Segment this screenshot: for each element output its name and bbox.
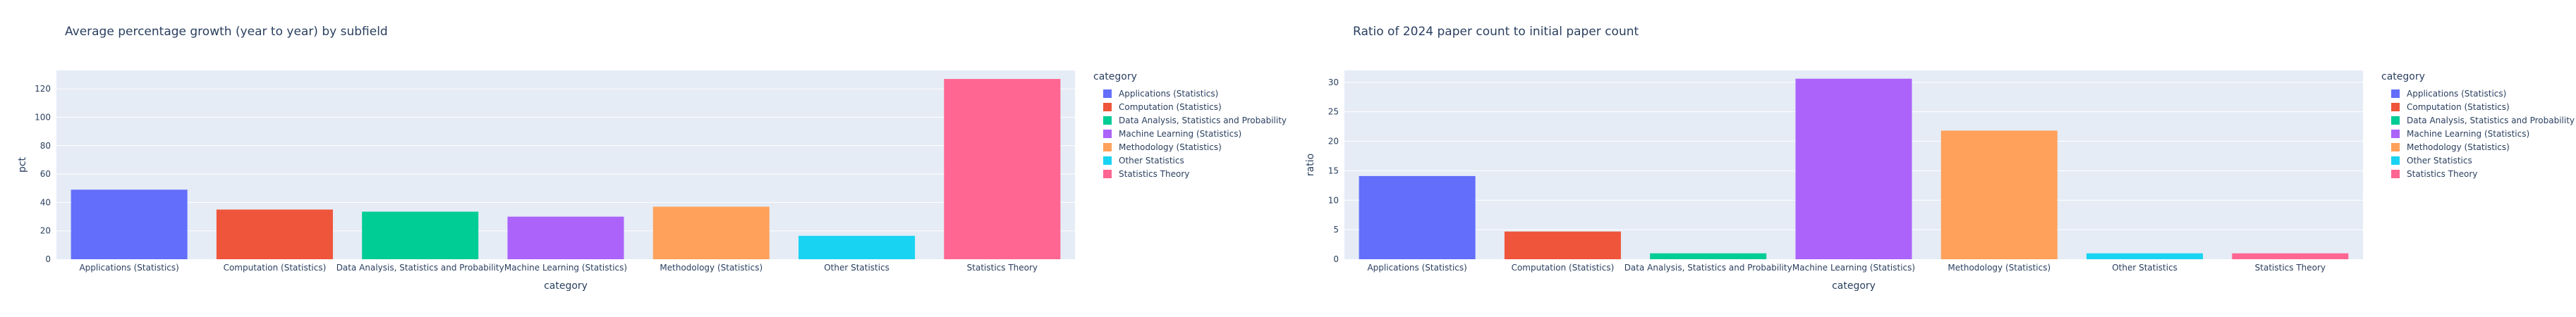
bar[interactable] [652,206,770,259]
chart-title: Average percentage growth (year to year)… [65,25,388,39]
legend-label: Statistics Theory [1119,169,1189,179]
legend-item[interactable]: Statistics Theory [2391,169,2477,179]
bar[interactable] [71,189,188,259]
bar[interactable] [1940,130,2058,259]
chart-2: Ratio of 2024 paper count to initial pap… [1305,25,2575,292]
y-tick-label: 20 [40,226,51,236]
legend-swatch [1103,156,1112,165]
x-tick-label: Statistics Theory [2255,263,2326,273]
legend-label: Machine Learning (Statistics) [2407,129,2529,139]
legend-label: Machine Learning (Statistics) [1119,129,1241,139]
legend-label: Methodology (Statistics) [1119,142,1222,152]
y-tick-label: 0 [45,254,51,264]
legend-label: Data Analysis, Statistics and Probabilit… [2407,116,2575,125]
legend-swatch [1103,143,1112,151]
legend-item[interactable]: Data Analysis, Statistics and Probabilit… [2391,116,2575,125]
y-tick-label: 120 [35,84,51,94]
legend-swatch [1103,89,1112,98]
legend-label: Other Statistics [1119,156,1184,166]
y-axis-title: ratio [1305,154,1316,176]
y-tick-label: 60 [40,169,51,179]
legend-label: Methodology (Statistics) [2407,142,2510,152]
x-tick-label: Computation (Statistics) [1512,263,1615,273]
y-tick-label: 30 [1328,77,1339,87]
bar[interactable] [216,209,333,259]
chart-title: Ratio of 2024 paper count to initial pap… [1353,25,1639,39]
legend-item[interactable]: Methodology (Statistics) [2391,142,2510,152]
x-tick-label: Data Analysis, Statistics and Probabilit… [336,263,504,273]
legend-item[interactable]: Computation (Statistics) [2391,102,2510,112]
legend-item[interactable]: Machine Learning (Statistics) [2391,129,2529,139]
legend-item[interactable]: Data Analysis, Statistics and Probabilit… [1103,116,1287,125]
legend-swatch [1103,103,1112,111]
legend-swatch [2391,143,2400,151]
legend-title: category [2381,71,2425,82]
y-tick-label: 40 [40,197,51,207]
legend-label: Data Analysis, Statistics and Probabilit… [1119,116,1287,125]
legend-swatch [2391,130,2400,138]
legend-label: Computation (Statistics) [2407,102,2510,112]
bar[interactable] [1504,231,1621,259]
x-tick-label: Statistics Theory [967,263,1038,273]
x-tick-label: Applications (Statistics) [1367,263,1466,273]
x-axis-title: category [544,280,588,292]
legend-label: Other Statistics [2407,156,2472,166]
y-tick-label: 25 [1328,107,1339,117]
x-axis-title: category [1832,280,1876,292]
y-tick-label: 20 [1328,137,1339,147]
legend-title: category [1093,71,1137,82]
x-tick-label: Methodology (Statistics) [660,263,763,273]
legend-item[interactable]: Applications (Statistics) [1103,89,1218,99]
bar[interactable] [2232,253,2349,259]
y-tick-label: 0 [1333,254,1339,264]
bar[interactable] [1795,78,1912,259]
legend-swatch [2391,103,2400,111]
legend-swatch [1103,116,1112,125]
legend-swatch [2391,156,2400,165]
legend-item[interactable]: Other Statistics [2391,156,2472,166]
legend-item[interactable]: Methodology (Statistics) [1103,142,1222,152]
legend-swatch [2391,89,2400,98]
y-axis-title: pct [17,156,28,173]
bar[interactable] [1359,175,1476,259]
x-tick-label: Machine Learning (Statistics) [504,263,627,273]
x-tick-label: Machine Learning (Statistics) [1792,263,1915,273]
y-tick-label: 15 [1328,166,1339,175]
legend-item[interactable]: Applications (Statistics) [2391,89,2506,99]
legend-item[interactable]: Statistics Theory [1103,169,1189,179]
bar[interactable] [362,211,479,259]
bar[interactable] [1650,253,1767,259]
legend-label: Statistics Theory [2407,169,2477,179]
x-tick-label: Data Analysis, Statistics and Probabilit… [1624,263,1792,273]
legend-item[interactable]: Computation (Statistics) [1103,102,1222,112]
x-tick-label: Computation (Statistics) [224,263,327,273]
x-tick-label: Methodology (Statistics) [1948,263,2051,273]
legend-label: Applications (Statistics) [2407,89,2506,99]
legend-swatch [1103,170,1112,178]
legend-label: Computation (Statistics) [1119,102,1222,112]
y-tick-label: 80 [40,141,51,151]
y-tick-label: 10 [1328,195,1339,205]
x-tick-label: Applications (Statistics) [79,263,178,273]
x-tick-label: Other Statistics [2112,263,2177,273]
bar[interactable] [507,216,624,259]
bar[interactable] [944,79,1061,259]
legend-swatch [2391,116,2400,125]
bar[interactable] [2086,253,2204,259]
y-tick-label: 100 [35,112,51,122]
legend-item[interactable]: Other Statistics [1103,156,1184,166]
legend: category Applications (Statistics) Computa… [1093,71,1287,179]
legend: category Applications (Statistics) Computa… [2381,71,2575,179]
legend-item[interactable]: Machine Learning (Statistics) [1103,129,1241,139]
x-tick-label: Other Statistics [824,263,889,273]
chart-1: Average percentage growth (year to year)… [17,25,1287,292]
legend-swatch [1103,130,1112,138]
bar[interactable] [798,235,916,259]
legend-label: Applications (Statistics) [1119,89,1218,99]
y-tick-label: 5 [1333,225,1339,235]
legend-swatch [2391,170,2400,178]
